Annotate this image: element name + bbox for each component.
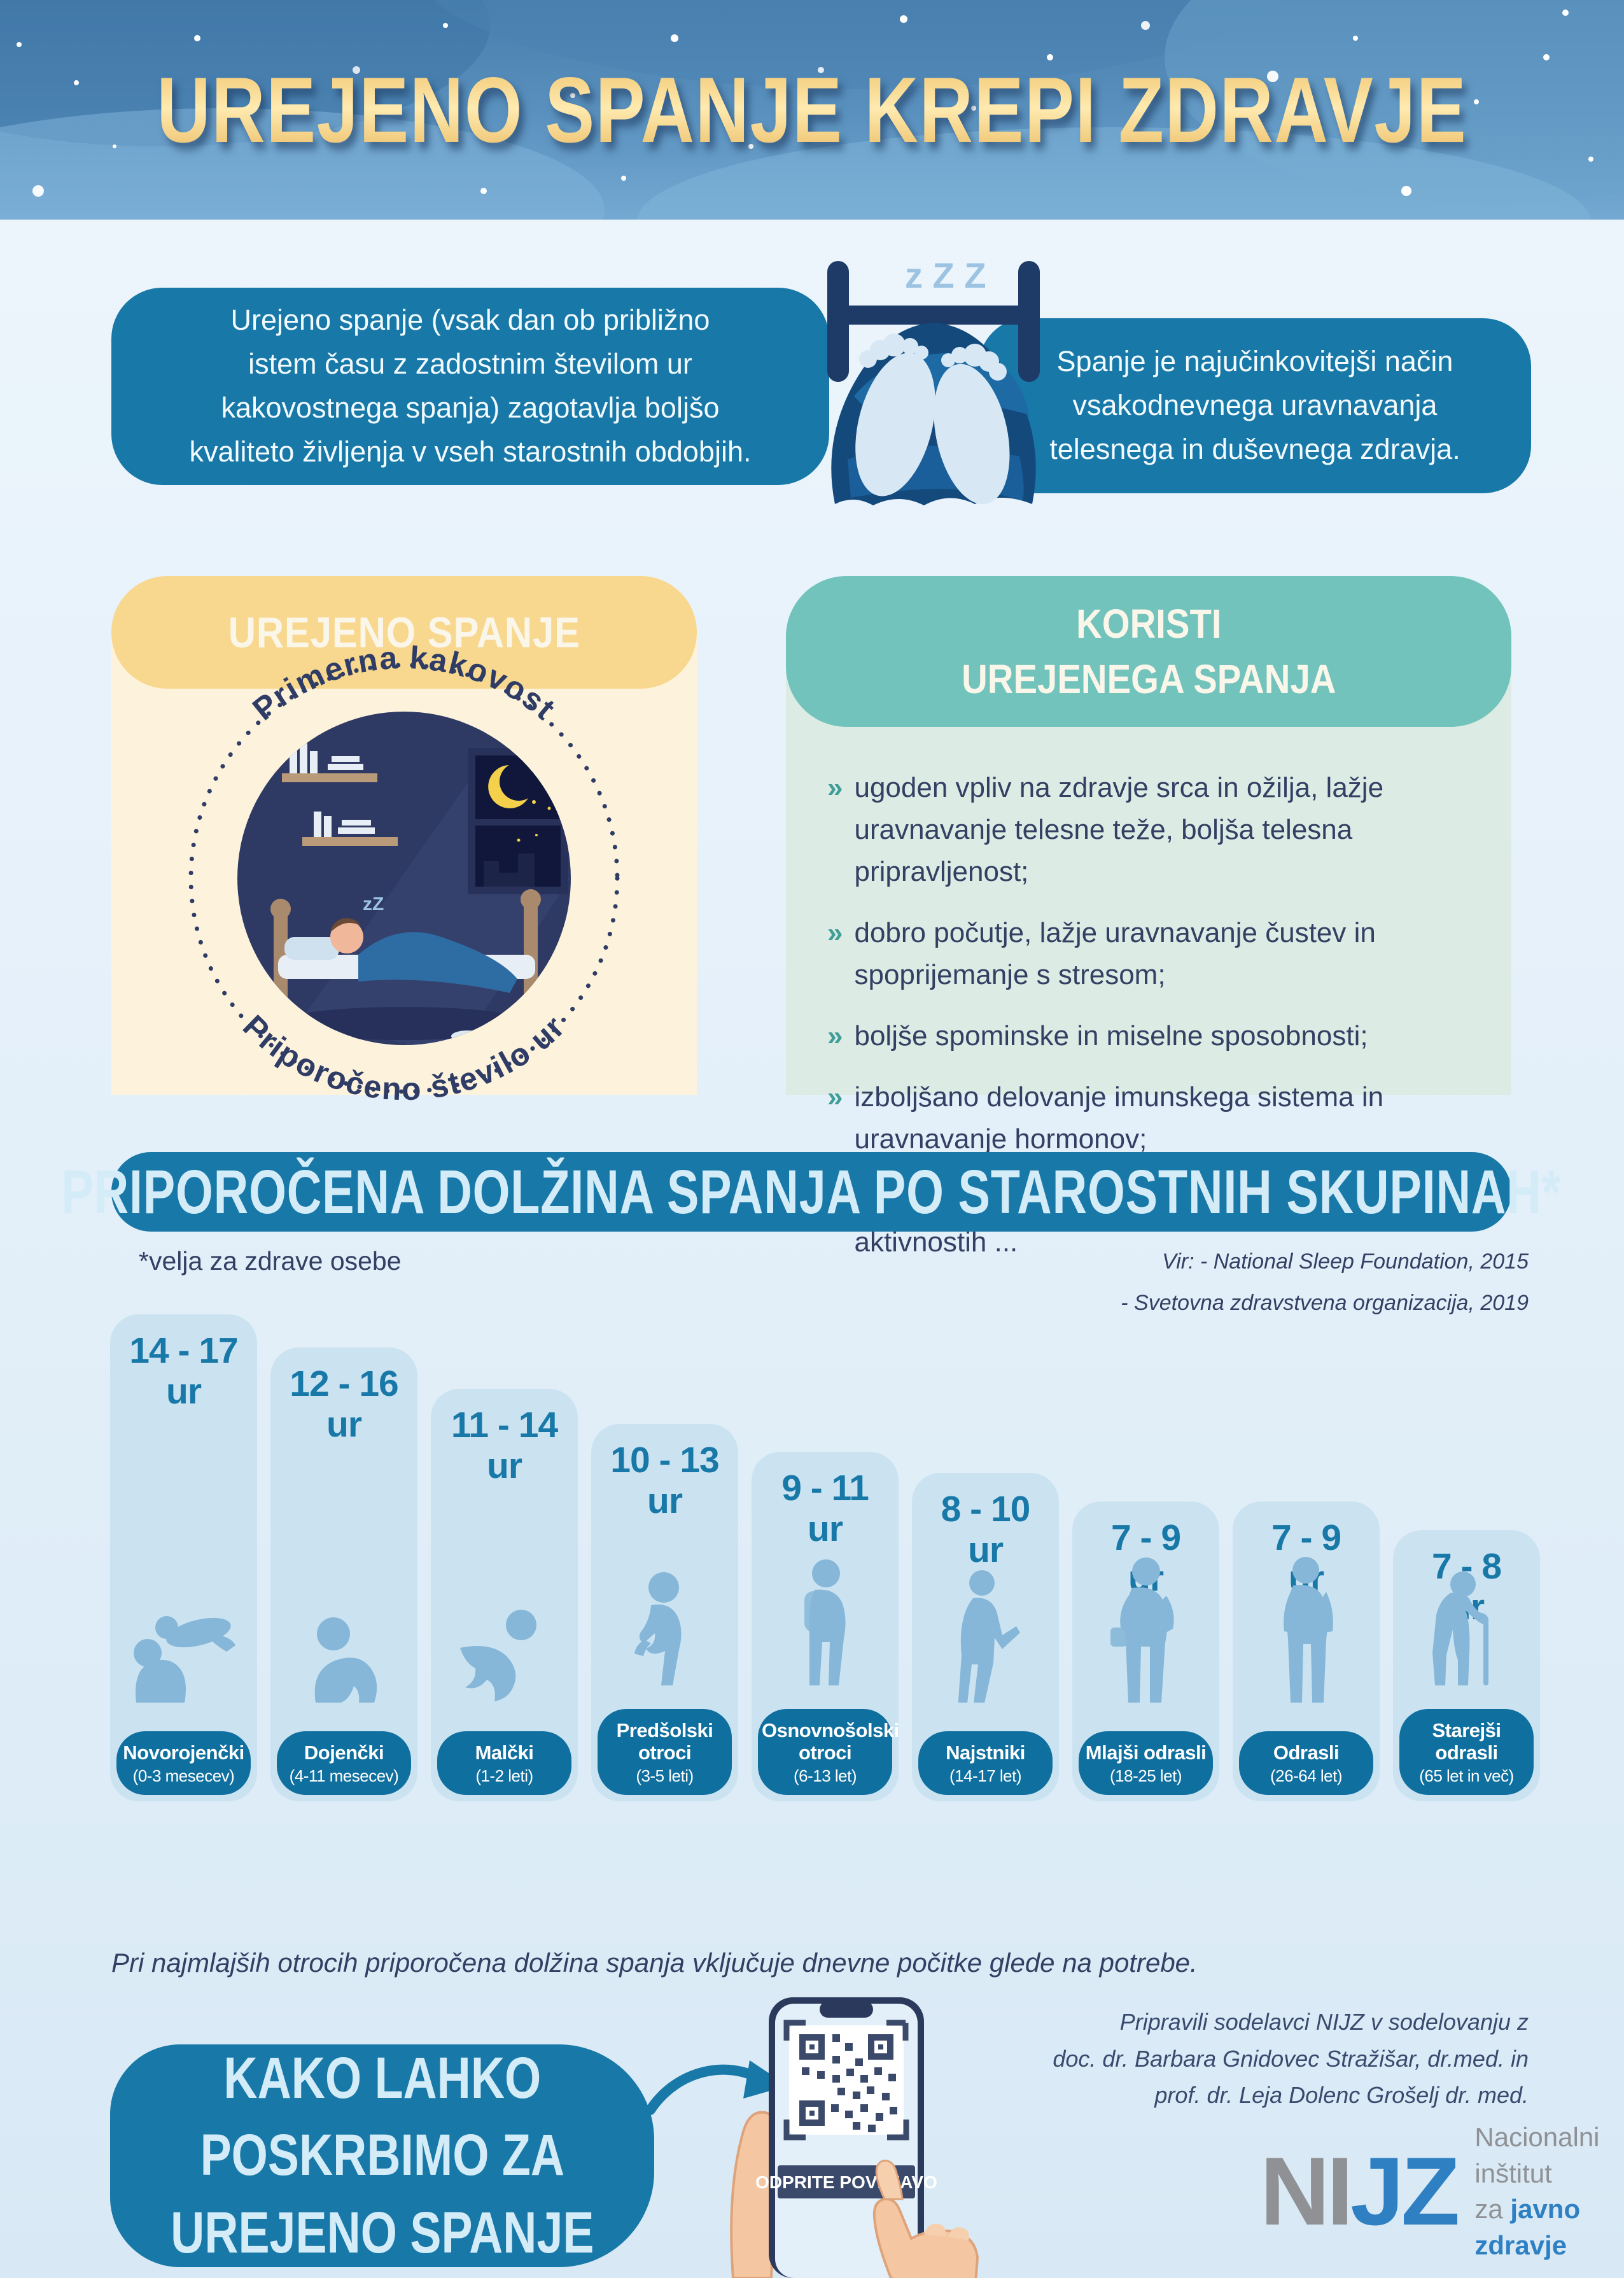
age-group-pill: Novorojenčki (0-3 mesecev)	[116, 1731, 251, 1795]
silhouette-teenager-icon	[958, 1570, 1020, 1703]
age-group-pill: Odrasli (26-64 let)	[1239, 1731, 1373, 1795]
credit-line: prof. dr. Leja Dolenc Grošelj dr. med.	[1154, 2082, 1529, 2109]
silhouette-jumping-toddler-icon	[459, 1610, 536, 1701]
age-group-pill: Mlajši odrasli (18-25 let)	[1079, 1731, 1213, 1795]
source-line: - Svetovna zdravstvena organizacija, 201…	[1121, 1290, 1529, 1315]
benefit-text: izboljšano delovanje imunskega sistema i…	[854, 1081, 1384, 1155]
intro-definition-box: Urejeno spanje (vsak dan ob približno is…	[111, 288, 829, 485]
night-bedroom-icon: zZ	[237, 712, 571, 1045]
koristi-header: KORISTI UREJENEGA SPANJA	[786, 576, 1511, 727]
chart-bar-malcki: 11 - 14 ur Malčki (1-2 leti)	[431, 1389, 578, 1801]
page-title: UREJENO SPANJE KREPI ZDRAVJE	[0, 0, 1624, 220]
credit-line: Pripravili sodelavci NIJZ v sodelovanju …	[1119, 2009, 1529, 2035]
chart-title-banner: PRIPOROČENA DOLŽINA SPANJA PO STAROSTNIH…	[62, 1152, 1561, 1232]
chart-bar-dojencki: 12 - 16 ur Dojenčki (4-11 mesecev)	[270, 1347, 417, 1801]
phone-qr-illustration: ODPRITE POVEZAVO	[730, 1997, 979, 2278]
list-item: » boljše spominske in miselne sposobnost…	[827, 1015, 1476, 1057]
intro-benefit-box: Spanje je najučinkovitejši način vsakodn…	[979, 318, 1531, 493]
panel-title-line: UREJENEGA SPANJA	[961, 656, 1336, 702]
age-group-pill: Starejši odrasli (65 let in več)	[1399, 1708, 1534, 1795]
sleep-duration-bar-chart: 14 - 17 ur Novorojenčki (0-3 mesecev) 12 …	[0, 1314, 1624, 1801]
age-group-pill: Najstniki (14-17 let)	[918, 1731, 1053, 1795]
cta-box: KAKO LAHKO POSKRBIMO ZA UREJENO SPANJE	[110, 2044, 654, 2267]
source-line: Vir: - National Sleep Foundation, 2015	[1162, 1249, 1529, 1274]
age-group-pill: Predšolski otroci (3-5 leti)	[598, 1708, 732, 1795]
intro-line: telesnega in duševnega zdravja.	[1049, 432, 1460, 465]
chart-bar-predsolski: 10 - 13 ur Predšolski otroci (3-5 leti)	[591, 1424, 738, 1801]
healthy-note: *velja za zdrave osebe	[139, 1246, 402, 1276]
chart-bar-novorojencki: 14 - 17 ur Novorojenčki (0-3 mesecev)	[110, 1314, 257, 1801]
chevron-bullet-icon: »	[827, 1020, 843, 1051]
benefit-text: dobro počutje, lažje uravnavanje čustev …	[854, 917, 1376, 990]
qr-link-label: ODPRITE POVEZAVO	[755, 2172, 937, 2192]
age-group-pill: Malčki (1-2 leti)	[437, 1731, 571, 1795]
pointing-hand-icon	[872, 2160, 979, 2278]
sleep-circle-illustration: zZ Primerna kakovost Priporočeno število…	[111, 611, 697, 1114]
intro-line: Urejeno spanje (vsak dan ob približno	[230, 304, 710, 337]
chart-bar-osnovnosolski: 9 - 11 ur Osnovnošolski otroci (6-13 let)	[752, 1452, 899, 1801]
qr-code-icon	[783, 2020, 909, 2141]
nijz-logo: NIJZ Nacionalni inštitut za javno zdravj…	[1260, 2120, 1624, 2264]
cta-line: KAKO LAHKO	[223, 2045, 541, 2111]
silhouette-young-adult-icon	[1110, 1557, 1174, 1703]
chart-bar-starejsi: 7 - 8ur Starejši odrasli (65 let in več)	[1393, 1530, 1540, 1801]
cta-line: UREJENO SPANJE	[170, 2200, 594, 2265]
silhouette-parent-with-baby-icon	[133, 1616, 235, 1703]
header-night-sky: UREJENO SPANJE KREPI ZDRAVJE	[0, 0, 1624, 220]
chart-bar-najstniki: 8 - 10 ur Najstniki (14-17 let)	[912, 1473, 1059, 1801]
silhouette-elderly-with-cane-icon	[1432, 1571, 1488, 1685]
chart-title: PRIPOROČENA DOLŽINA SPANJA PO STAROSTNIH…	[61, 1157, 1562, 1227]
chevron-bullet-icon: »	[827, 772, 843, 803]
credit-line: doc. dr. Barbara Gnidovec Stražišar, dr.…	[1053, 2045, 1529, 2072]
silhouette-preschool-child-icon	[634, 1572, 682, 1685]
chart-footnote: Pri najmlajših otrocih priporočena dolži…	[111, 1948, 1198, 1978]
zzz-icon: z Z Z	[905, 255, 986, 295]
intro-line: kvaliteto življenja v vseh starostnih ob…	[189, 435, 752, 468]
urejeno-spanje-header: UREJENO SPANJE	[111, 576, 697, 689]
clouds-stars-illustration	[0, 0, 1624, 220]
panel-title: UREJENO SPANJE	[228, 608, 580, 657]
chevron-bullet-icon: »	[827, 917, 843, 948]
list-item: » dobro počutje, lažje uravnavanje čuste…	[827, 912, 1476, 996]
sources-block: Vir: - National Sleep Foundation, 2015 -…	[1121, 1241, 1529, 1323]
credits-block: Pripravili sodelavci NIJZ v sodelovanju …	[1053, 2004, 1529, 2114]
intro-line: Spanje je najučinkovitejši način	[1056, 345, 1453, 378]
age-group-pill: Osnovnošolski otroci (6-13 let)	[758, 1708, 899, 1795]
panel-title-line: KORISTI	[1075, 601, 1222, 647]
chart-bar-odrasli: 7 - 9ur Odrasli (26-64 let)	[1233, 1501, 1380, 1801]
silhouette-school-child-icon	[804, 1559, 846, 1685]
chart-bar-mlajsi-odrasli: 7 - 9ur Mlajši odrasli (18-25 let)	[1072, 1501, 1219, 1801]
intro-line: vsakodnevnega uravnavanja	[1072, 389, 1438, 422]
cta-line: POSKRBIMO ZA	[200, 2123, 564, 2188]
silhouette-adult-icon	[1283, 1557, 1333, 1703]
phone-notch	[820, 2001, 873, 2018]
chevron-bullet-icon: »	[827, 1081, 843, 1113]
intro-line: istem času z zadostnim številom ur	[248, 348, 692, 381]
silhouette-crawling-baby-icon	[314, 1617, 377, 1703]
logo-jz: JZ	[1350, 2137, 1460, 2246]
logo-tagline: Nacionalni inštitut	[1474, 2122, 1600, 2188]
benefit-text: ugoden vpliv na zdravje srca in ožilja, …	[854, 772, 1384, 887]
logo-tagline-accent: javno zdravje	[1474, 2194, 1581, 2261]
logo-ni: NI	[1260, 2137, 1354, 2246]
svg-text:zZ: zZ	[363, 894, 384, 915]
sleeping-feet-icon: z Z Z	[809, 250, 1058, 514]
intro-line: kakovostnega spanja) zagotavlja boljšo	[221, 391, 720, 424]
list-item: » ugoden vpliv na zdravje srca in ožilja…	[827, 767, 1476, 893]
benefit-text: boljše spominske in miselne sposobnosti;	[854, 1020, 1368, 1051]
age-group-pill: Dojenčki (4-11 mesecev)	[277, 1731, 411, 1795]
list-item: » izboljšano delovanje imunskega sistema…	[827, 1076, 1476, 1160]
logo-tagline: za	[1474, 2194, 1511, 2225]
